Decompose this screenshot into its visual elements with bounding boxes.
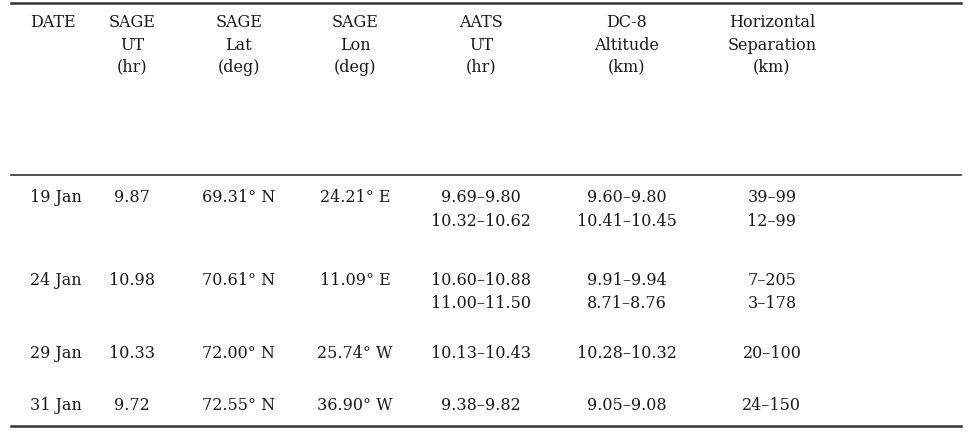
Text: 25.74° W: 25.74° W [318,344,393,361]
Text: 9.05–9.08: 9.05–9.08 [587,396,667,413]
Text: 36.90° W: 36.90° W [317,396,393,413]
Text: 9.38–9.82: 9.38–9.82 [441,396,521,413]
Text: Horizontal
Separation
(km): Horizontal Separation (km) [727,14,816,76]
Text: 70.61° N: 70.61° N [202,271,275,288]
Text: 29 Jan: 29 Jan [30,344,83,361]
Text: SAGE
Lon
(deg): SAGE Lon (deg) [331,14,378,76]
Text: 69.31° N: 69.31° N [202,189,275,206]
Text: 31 Jan: 31 Jan [30,396,83,413]
Text: SAGE
Lat
(deg): SAGE Lat (deg) [216,14,262,76]
Text: SAGE
UT
(hr): SAGE UT (hr) [109,14,156,76]
Text: AATS
UT
(hr): AATS UT (hr) [460,14,503,76]
Text: 7–205
3–178: 7–205 3–178 [747,271,796,311]
Text: 10.13–10.43: 10.13–10.43 [432,344,531,361]
Text: 10.60–10.88
11.00–11.50: 10.60–10.88 11.00–11.50 [432,271,531,311]
Text: 9.87: 9.87 [115,189,150,206]
Text: 10.98: 10.98 [109,271,156,288]
Text: 11.09° E: 11.09° E [320,271,391,288]
Text: 9.91–9.94
8.71–8.76: 9.91–9.94 8.71–8.76 [586,271,667,311]
Text: 24–150: 24–150 [743,396,802,413]
Text: 24.21° E: 24.21° E [320,189,391,206]
Text: DATE: DATE [30,14,76,31]
Text: 24 Jan: 24 Jan [30,271,82,288]
Text: 9.69–9.80
10.32–10.62: 9.69–9.80 10.32–10.62 [432,189,531,230]
Text: DC-8
Altitude
(km): DC-8 Altitude (km) [594,14,659,76]
Text: 10.28–10.32: 10.28–10.32 [576,344,677,361]
Text: 39–99
12–99: 39–99 12–99 [747,189,796,230]
Text: 19 Jan: 19 Jan [30,189,83,206]
Text: 20–100: 20–100 [743,344,801,361]
Text: 72.00° N: 72.00° N [202,344,275,361]
Text: 9.72: 9.72 [115,396,150,413]
Text: 72.55° N: 72.55° N [202,396,275,413]
Text: 9.60–9.80
10.41–10.45: 9.60–9.80 10.41–10.45 [576,189,677,230]
Text: 10.33: 10.33 [109,344,156,361]
